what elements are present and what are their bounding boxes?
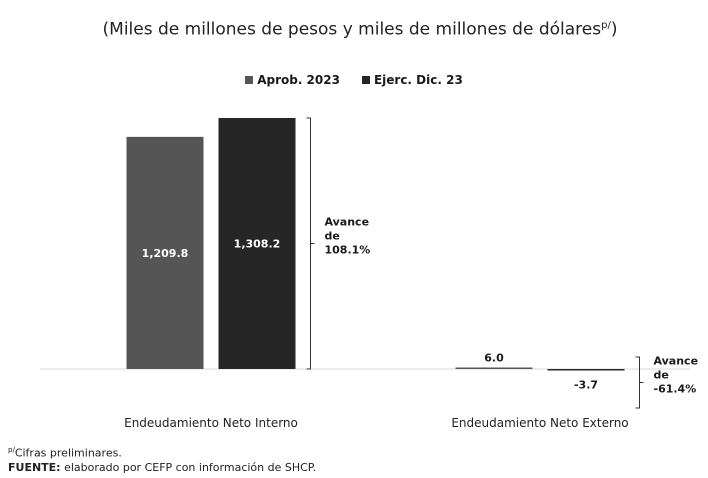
chart-title-superscript: p/	[601, 20, 611, 31]
category-label-1: Endeudamiento Neto Externo	[451, 416, 628, 430]
annotation-0-line-0: Avance	[325, 216, 370, 229]
source-label: FUENTE:	[8, 461, 61, 474]
bar-1-1	[547, 369, 625, 371]
data-label-1-0: 1,308.2	[234, 238, 281, 251]
data-label-0-0: 1,209.8	[142, 247, 189, 260]
data-label-1-1: -3.7	[574, 379, 598, 392]
bar-chart: 1,209.81,308.2Avancede108.1%Endeudamient…	[40, 117, 699, 430]
legend-item-aprob: Aprob. 2023	[245, 73, 340, 87]
chart-title: (Miles de millones de pesos y miles de m…	[90, 14, 630, 42]
bar-0-0	[126, 136, 204, 369]
footnote-source: FUENTE: elaborado por CEFP con informaci…	[8, 461, 316, 474]
annotation-1-line-2: -61.4%	[654, 383, 697, 396]
footnote-text: Cifras preliminares.	[14, 446, 122, 460]
category-label-0: Endeudamiento Neto Interno	[124, 416, 298, 430]
source-text: elaborado por CEFP con información de SH…	[60, 461, 317, 474]
legend-swatch-ejerc	[361, 76, 370, 84]
annotation-1-line-0: Avance	[654, 355, 699, 368]
legend-item-ejerc: Ejerc. Dic. 23	[361, 73, 463, 87]
annotation-0-line-2: 108.1%	[325, 244, 371, 257]
bar-0-1	[455, 367, 533, 369]
bar-1-0	[218, 118, 296, 369]
legend-label-aprob: Aprob. 2023	[257, 73, 340, 87]
chart-title-close: )	[610, 19, 618, 40]
bracket-1	[635, 356, 644, 409]
legend-swatch-aprob	[245, 76, 254, 84]
footnote-superscript: p/	[8, 446, 15, 454]
bracket-0	[306, 117, 315, 370]
legend: Aprob. 2023 Ejerc. Dic. 23	[0, 73, 708, 87]
data-label-0-1: 6.0	[484, 352, 504, 365]
footnote-preliminary: p/Cifras preliminares.	[8, 446, 122, 460]
annotation-0-line-1: de	[325, 230, 340, 243]
legend-label-ejerc: Ejerc. Dic. 23	[373, 73, 463, 87]
chart-title-text: (Miles de millones de pesos y miles de m…	[102, 19, 602, 40]
annotation-1-line-1: de	[654, 369, 669, 382]
